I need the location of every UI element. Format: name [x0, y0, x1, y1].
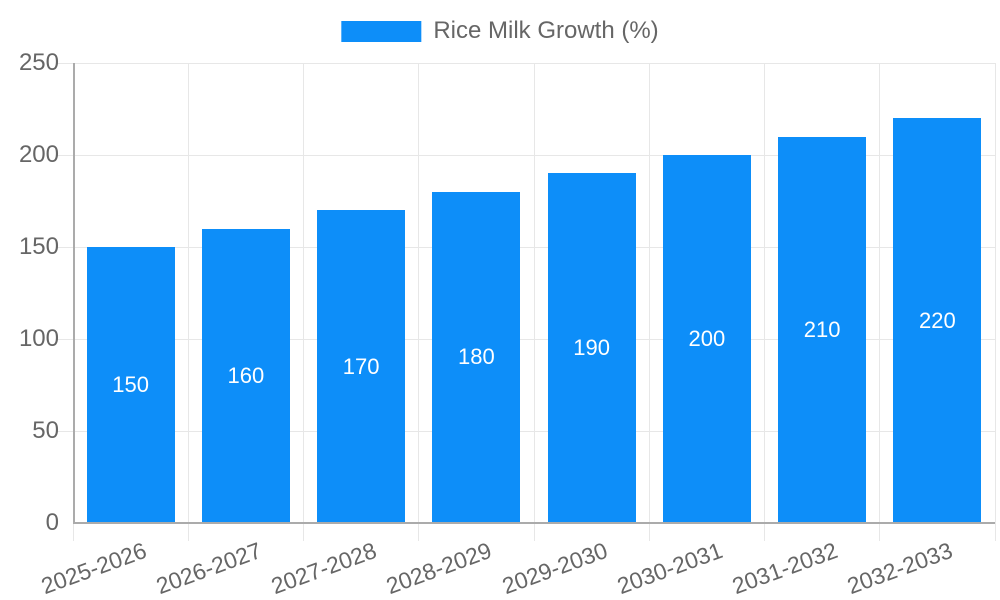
bar-value-label: 200	[688, 326, 726, 351]
x-tick-label: 2031-2032	[728, 537, 842, 600]
bar-value-label: 190	[573, 335, 610, 361]
bar-value-label: 160	[227, 362, 265, 388]
y-tick-label: 250	[18, 49, 59, 76]
x-tick-label: 2027-2028	[267, 537, 381, 600]
y-tick-label: 200	[18, 141, 59, 168]
x-gridline	[764, 63, 765, 541]
bar[interactable]: 170	[317, 210, 406, 523]
x-gridline	[418, 63, 420, 541]
x-tick-label: 2026-2027	[152, 537, 265, 600]
bar-value-label: 180	[458, 344, 495, 370]
x-tick-label: 2025-2026	[37, 537, 150, 600]
x-gridline	[879, 63, 881, 541]
x-gridline	[533, 63, 535, 541]
bar[interactable]: 200	[662, 155, 751, 523]
x-gridline	[303, 63, 304, 541]
x-gridline	[994, 63, 996, 541]
bar[interactable]: 220	[893, 118, 982, 523]
x-tick-label: 2028-2029	[383, 537, 496, 600]
y-tick-label: 50	[32, 417, 59, 444]
bar-value-label: 220	[919, 307, 956, 333]
y-tick-label: 100	[18, 325, 59, 352]
x-tick-label: 2032-2033	[844, 537, 957, 600]
y-gridline	[57, 62, 995, 64]
legend-item[interactable]: Rice Milk Growth (%)	[341, 17, 659, 44]
y-tick-label: 150	[18, 233, 59, 260]
bar-value-label: 150	[112, 372, 149, 397]
bar-value-label: 170	[342, 353, 380, 379]
y-gridline	[57, 430, 995, 432]
legend-label: Rice Milk Growth (%)	[433, 17, 659, 44]
x-gridline	[648, 63, 650, 541]
legend-swatch	[341, 20, 422, 42]
x-axis-line	[73, 522, 995, 524]
y-gridline	[57, 154, 995, 156]
y-gridline	[57, 338, 995, 340]
bar[interactable]: 210	[778, 136, 867, 523]
bar[interactable]: 150	[86, 247, 175, 523]
bar-value-label: 210	[803, 316, 841, 342]
y-axis-line	[73, 63, 75, 523]
bar[interactable]: 190	[547, 173, 636, 523]
x-gridline	[187, 63, 189, 541]
bar[interactable]: 180	[432, 191, 521, 523]
x-tick-label: 2029-2030	[498, 537, 611, 600]
plot-area: 0 50 100 150 200 250 150 2025-2026 160 2026-2027 1…	[19, 49, 996, 599]
y-gridline	[57, 246, 995, 248]
y-tick-label: 0	[45, 509, 59, 536]
x-tick-label: 2030-2031	[613, 537, 726, 600]
bar[interactable]: 160	[201, 228, 290, 523]
